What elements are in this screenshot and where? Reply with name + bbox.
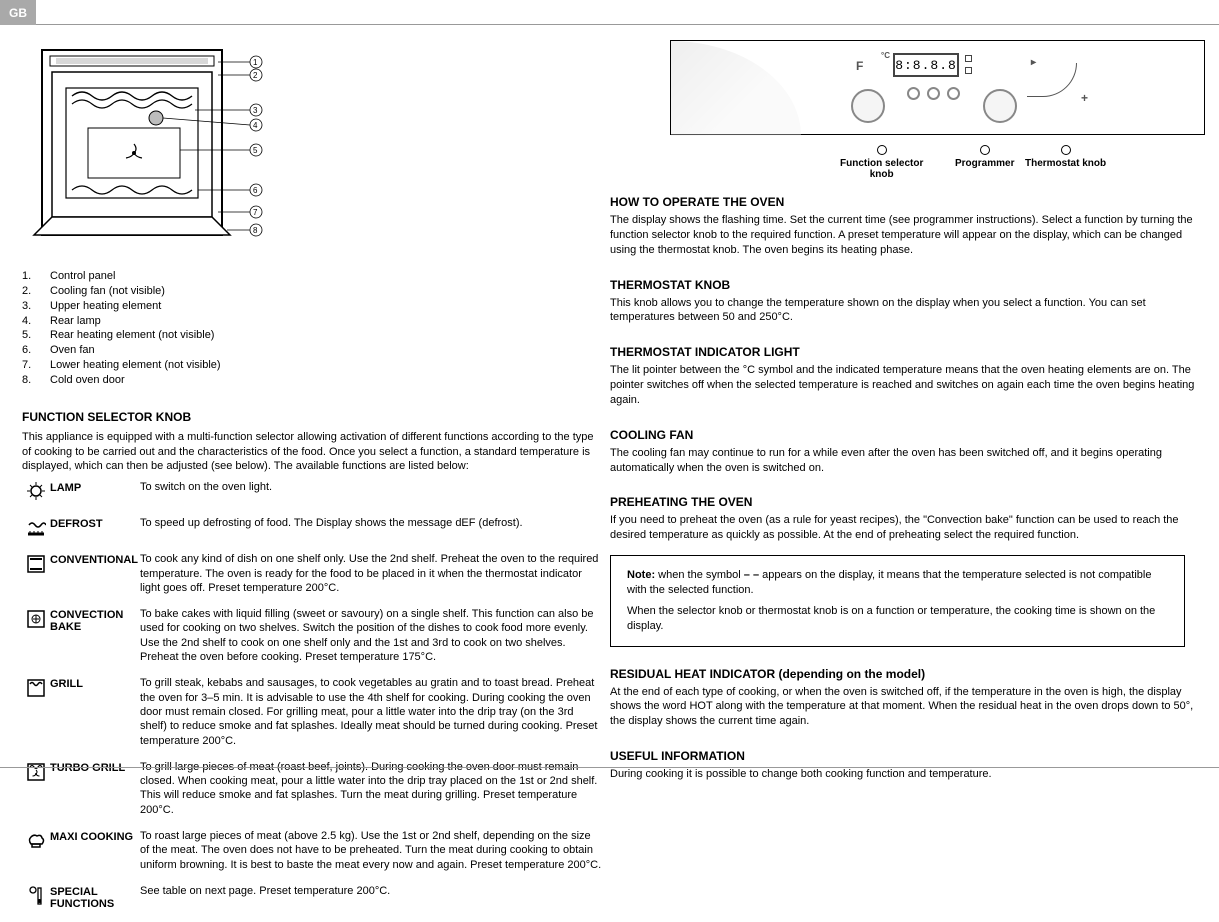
residual-heat-body: At the end of each type of cooking, or w…: [610, 685, 1210, 730]
svg-text:5: 5: [253, 146, 258, 155]
convbake-icon: [22, 607, 50, 631]
right-column: F 8:8.8.8 °C + ▸ Function selector knob …: [610, 40, 1210, 782]
function-row: LAMP To switch on the oven light.: [22, 480, 602, 504]
function-row: TURBO GRILL To grill large pieces of mea…: [22, 760, 602, 817]
knob-label: Programmer: [955, 145, 1014, 169]
cooling-fan-body: The cooling fan may continue to run for …: [610, 446, 1210, 476]
oven-diagram: 1 2 3 4 5 6 7 8: [22, 40, 277, 258]
useful-info-body: During cooking it is possible to change …: [610, 767, 1210, 782]
lamp-icon: [22, 480, 50, 504]
special-icon: [22, 884, 50, 908]
svg-text:3: 3: [253, 106, 258, 115]
function-name: MAXI COOKING: [50, 829, 140, 843]
knob-labels-row: Function selector knob Programmer Thermo…: [670, 145, 1210, 175]
function-name: CONVENTIONAL: [50, 552, 140, 566]
display-symbol: – –: [744, 569, 759, 581]
function-name: LAMP: [50, 480, 140, 494]
preheat-body: If you need to preheat the oven (as a ru…: [610, 513, 1210, 543]
function-desc: To roast large pieces of meat (above 2.5…: [140, 829, 602, 872]
useful-info-heading: USEFUL INFORMATION: [610, 749, 1210, 763]
control-panel-diagram: F 8:8.8.8 °C + ▸: [670, 40, 1205, 135]
how-to-operate-body: The display shows the flashing time. Set…: [610, 213, 1210, 258]
svg-text:2: 2: [253, 71, 258, 80]
note-label: Note:: [627, 569, 655, 581]
grill-icon: [22, 676, 50, 700]
functions-intro: This appliance is equipped with a multi-…: [22, 430, 602, 475]
conventional-icon: [22, 552, 50, 576]
top-bar: GB: [0, 0, 1219, 25]
svg-text:1: 1: [253, 58, 258, 67]
function-row: MAXI COOKING To roast large pieces of me…: [22, 829, 602, 872]
defrost-icon: [22, 516, 50, 540]
thermostat-knob-body: This knob allows you to change the tempe…: [610, 296, 1210, 326]
footer-rule: [0, 767, 1219, 768]
part-row: 7.Lower heating element (not visible): [22, 358, 602, 373]
function-desc: To grill steak, kebabs and sausages, to …: [140, 676, 602, 747]
language-tab: GB: [0, 0, 36, 25]
indicator-heading: THERMOSTAT INDICATOR LIGHT: [610, 345, 1210, 359]
thermostat-knob-heading: THERMOSTAT KNOB: [610, 278, 1210, 292]
function-row: GRILL To grill steak, kebabs and sausage…: [22, 676, 602, 747]
part-row: 8.Cold oven door: [22, 373, 602, 388]
residual-heat-heading: RESIDUAL HEAT INDICATOR (depending on th…: [610, 667, 1210, 681]
part-row: 2.Cooling fan (not visible): [22, 284, 602, 299]
knob-label: Thermostat knob: [1025, 145, 1106, 169]
note-box: Note: when the symbol – – appears on the…: [610, 555, 1185, 646]
part-row: 1.Control panel: [22, 269, 602, 284]
svg-text:6: 6: [253, 186, 258, 195]
part-row: 5.Rear heating element (not visible): [22, 328, 602, 343]
function-desc: To switch on the oven light.: [140, 480, 602, 494]
function-desc: To cook any kind of dish on one shelf on…: [140, 552, 602, 595]
svg-text:4: 4: [253, 121, 258, 130]
note-text-2: When the selector knob or thermostat kno…: [627, 604, 1168, 634]
function-row: DEFROST To speed up defrosting of food. …: [22, 516, 602, 540]
part-row: 4.Rear lamp: [22, 314, 602, 329]
function-desc: See table on next page. Preset temperatu…: [140, 884, 602, 898]
function-name: CONVECTION BAKE: [50, 607, 140, 633]
svg-text:7: 7: [253, 208, 258, 217]
function-name: DEFROST: [50, 516, 140, 530]
turbogrill-icon: [22, 760, 50, 784]
function-row: CONVECTION BAKE To bake cakes with liqui…: [22, 607, 602, 664]
svg-text:8: 8: [253, 226, 258, 235]
functions-table: LAMP To switch on the oven light. DEFROS…: [22, 480, 602, 910]
part-row: 6.Oven fan: [22, 343, 602, 358]
maxicooking-icon: [22, 829, 50, 853]
parts-list: 1.Control panel 2.Cooling fan (not visib…: [22, 269, 602, 388]
function-row: SPECIAL FUNCTIONS See table on next page…: [22, 884, 602, 910]
function-desc: To grill large pieces of meat (roast bee…: [140, 760, 602, 817]
function-name: GRILL: [50, 676, 140, 690]
how-to-operate-heading: HOW TO OPERATE THE OVEN: [610, 195, 1210, 209]
left-column: 1 2 3 4 5 6 7 8 1.Control panel 2.Coolin…: [22, 40, 602, 922]
note-text: when the symbol: [658, 569, 744, 581]
functions-heading: FUNCTION SELECTOR KNOB: [22, 410, 602, 424]
function-row: CONVENTIONAL To cook any kind of dish on…: [22, 552, 602, 595]
part-row: 3.Upper heating element: [22, 299, 602, 314]
cooling-fan-heading: COOLING FAN: [610, 428, 1210, 442]
indicator-body: The lit pointer between the °C symbol an…: [610, 363, 1210, 408]
knob-label: Function selector knob: [840, 145, 923, 180]
preheat-heading: PREHEATING THE OVEN: [610, 495, 1210, 509]
function-desc: To bake cakes with liquid filling (sweet…: [140, 607, 602, 664]
function-desc: To speed up defrosting of food. The Disp…: [140, 516, 602, 530]
function-name: SPECIAL FUNCTIONS: [50, 884, 140, 910]
